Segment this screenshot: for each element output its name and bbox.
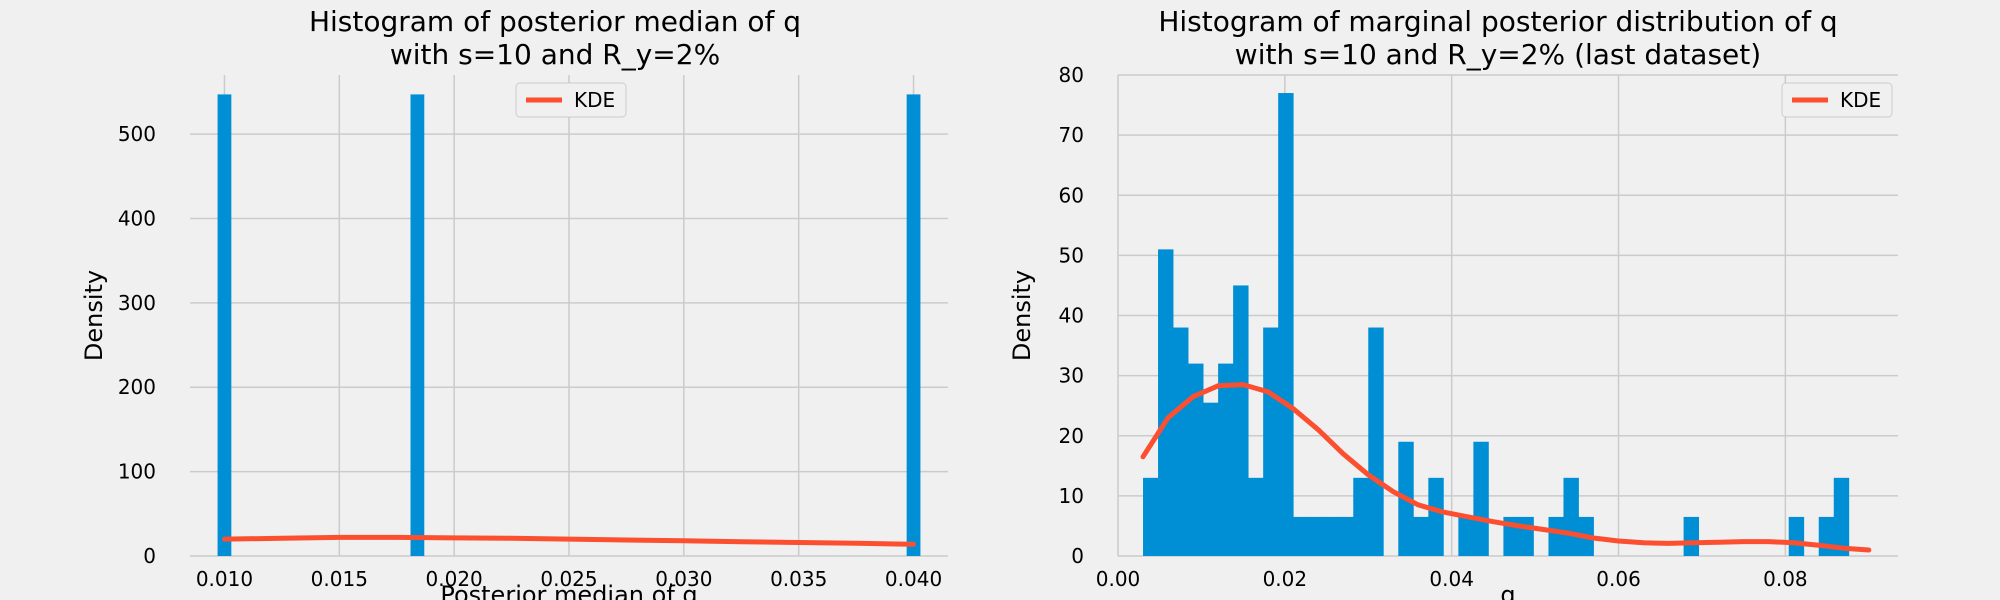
- chart-title-line-2: with s=10 and R_y=2% (last dataset): [1235, 38, 1761, 71]
- y-tick-label: 0: [1071, 544, 1084, 568]
- histogram-bar: [1818, 516, 1835, 556]
- y-tick-label: 60: [1059, 183, 1084, 207]
- x-tick-label: 0.02: [1263, 567, 1308, 591]
- x-tick-label: 0.025: [540, 567, 597, 591]
- histogram-bar: [1323, 516, 1339, 556]
- chart-title-line-1: Histogram of marginal posterior distribu…: [1158, 5, 1837, 38]
- kde-curve: [1140, 382, 1872, 553]
- kde-line: [1140, 382, 1872, 553]
- kde-line: [222, 534, 916, 547]
- histogram-bar: [1833, 477, 1850, 556]
- x-tick-labels: 0.010 0.015 0.020 0.025 0.030 0.035 0.040: [196, 567, 942, 591]
- y-tick-label: 20: [1059, 424, 1084, 448]
- y-tick-label: 30: [1059, 364, 1084, 388]
- y-tick-labels: 0 10 20 30 40 50 60 70 80: [1059, 63, 1084, 568]
- histogram-bar: [906, 94, 921, 556]
- x-tick-label: 0.010: [196, 567, 253, 591]
- legend-box: [1781, 82, 1893, 118]
- legend-kde-label: KDE: [574, 88, 615, 112]
- x-tick-label: 0.00: [1096, 567, 1141, 591]
- chart-title-line-1: Histogram of posterior median of q: [309, 5, 801, 38]
- histogram-bar: [1548, 516, 1564, 556]
- histogram-bar: [1338, 516, 1354, 556]
- x-axis-label: Posterior median of q: [440, 581, 697, 600]
- y-tick-label: 400: [118, 206, 156, 230]
- y-tick-label: 70: [1059, 123, 1084, 147]
- x-tick-label: 0.030: [655, 567, 712, 591]
- y-axis-label: Density: [80, 270, 108, 361]
- histogram-bar: [1218, 363, 1234, 556]
- x-tick-label: 0.015: [311, 567, 368, 591]
- histogram-bar: [1203, 402, 1219, 556]
- y-tick-label: 300: [118, 291, 156, 315]
- histogram-bar: [1263, 327, 1279, 556]
- chart-posterior-median: 0.010 0.015 0.020 0.025 0.030 0.035 0.040 0 100…: [80, 5, 948, 600]
- x-axis-label: q: [1500, 581, 1515, 600]
- y-tick-label: 50: [1059, 243, 1084, 267]
- histogram-bar: [1158, 249, 1174, 557]
- histogram-bar: [1353, 477, 1369, 556]
- histogram-bar: [1428, 477, 1444, 556]
- kde-curve: [222, 534, 916, 547]
- histogram-bar: [1278, 93, 1294, 556]
- histogram-bar: [1368, 327, 1384, 556]
- legend: KDE: [515, 82, 627, 118]
- histogram-bar: [1233, 285, 1249, 556]
- histogram-bar: [1293, 516, 1309, 556]
- legend-kde-label: KDE: [1840, 88, 1881, 112]
- histogram-bar: [1248, 477, 1264, 556]
- y-tick-label: 0: [143, 544, 156, 568]
- histogram-bar: [1308, 516, 1324, 556]
- y-tick-label: 10: [1059, 484, 1084, 508]
- y-tick-labels: 0 100 200 300 400 500: [118, 122, 156, 568]
- grid-lines: [190, 75, 948, 557]
- legend-box: [515, 82, 627, 118]
- y-tick-label: 80: [1059, 63, 1084, 87]
- y-tick-label: 500: [118, 122, 156, 146]
- histogram-bars: [1143, 93, 1850, 557]
- histogram-bar: [1683, 516, 1700, 556]
- histogram-bar: [1413, 516, 1429, 556]
- x-tick-label: 0.04: [1429, 567, 1474, 591]
- y-axis-label: Density: [1008, 270, 1036, 361]
- histogram-bar: [1458, 516, 1474, 556]
- histogram-bars: [217, 94, 921, 556]
- x-tick-label: 0.08: [1763, 567, 1808, 591]
- x-tick-label: 0.020: [426, 567, 483, 591]
- histogram-bar: [1788, 516, 1805, 556]
- x-tick-label: 0.035: [770, 567, 827, 591]
- chart-title-line-2: with s=10 and R_y=2%: [390, 38, 720, 71]
- histogram-bar: [1563, 477, 1579, 556]
- histogram-bar: [1188, 363, 1204, 556]
- y-tick-label: 40: [1059, 304, 1084, 328]
- chart-marginal-posterior: 0.00 0.02 0.04 0.06 0.08 0 10 20 30 40 50 60 70 80 H…: [1008, 5, 1898, 600]
- x-tick-label: 0.06: [1596, 567, 1641, 591]
- histogram-bar: [217, 94, 232, 556]
- histogram-bar: [410, 94, 425, 556]
- y-tick-label: 200: [118, 375, 156, 399]
- y-tick-label: 100: [118, 460, 156, 484]
- x-tick-labels: 0.00 0.02 0.04 0.06 0.08: [1096, 567, 1808, 591]
- histogram-bar: [1518, 516, 1534, 556]
- histogram-bar: [1143, 477, 1159, 556]
- x-tick-label: 0.040: [885, 567, 942, 591]
- legend: KDE: [1781, 82, 1893, 118]
- histogram-bar: [1473, 441, 1489, 556]
- histogram-bar: [1173, 327, 1189, 556]
